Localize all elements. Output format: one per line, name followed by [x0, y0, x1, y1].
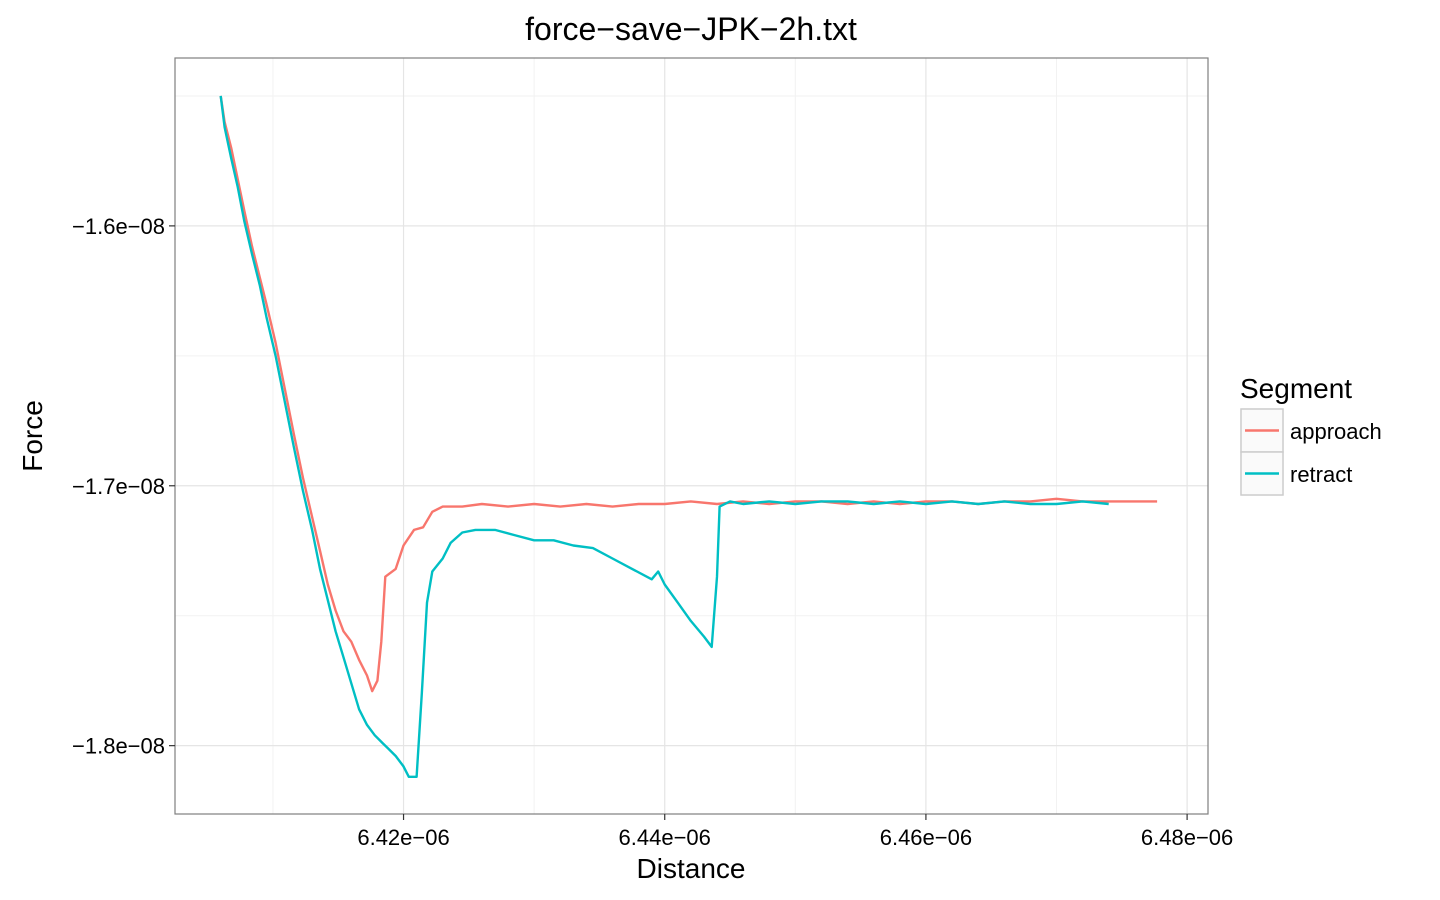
legend: Segment approach retract [1240, 373, 1382, 496]
series-layer [219, 95, 1158, 778]
x-axis: 6.42e−06 6.44e−06 6.46e−06 6.48e−06 [357, 814, 1233, 850]
x-tick-label: 6.46e−06 [880, 825, 972, 850]
legend-label-approach: approach [1290, 419, 1382, 444]
y-tick-label: −1.7e−08 [72, 474, 165, 499]
legend-title: Segment [1240, 373, 1352, 404]
plot-panel [175, 58, 1208, 814]
grid-major [175, 58, 1208, 814]
plot-border [174, 57, 1209, 815]
series-line-retract [219, 95, 1109, 778]
grid-minor [175, 58, 1208, 814]
x-tick-label: 6.44e−06 [619, 825, 711, 850]
y-tick-label: −1.6e−08 [72, 214, 165, 239]
y-tick-label: −1.8e−08 [72, 734, 165, 759]
x-tick-label: 6.42e−06 [357, 825, 449, 850]
legend-label-retract: retract [1290, 462, 1352, 487]
x-axis-label: Distance [637, 853, 746, 884]
chart-title: force−save−JPK−2h.txt [525, 11, 857, 47]
y-axis: −1.6e−08 −1.7e−08 −1.8e−08 [72, 214, 175, 759]
legend-items: approach retract [1240, 408, 1382, 496]
y-axis-label: Force [17, 400, 48, 472]
x-tick-label: 6.48e−06 [1141, 825, 1233, 850]
